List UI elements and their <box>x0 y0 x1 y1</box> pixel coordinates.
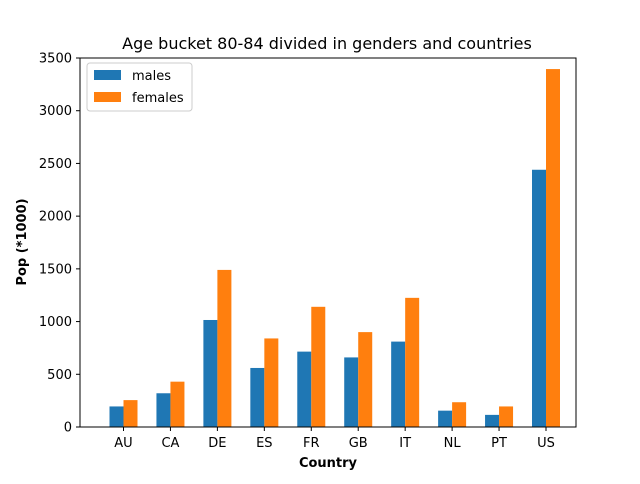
x-tick-label-nl: NL <box>444 436 462 451</box>
legend-swatch-males <box>94 70 121 80</box>
legend-swatch-females <box>94 92 121 102</box>
bar-males-it <box>391 341 406 427</box>
bar-males-de <box>203 319 218 427</box>
bar-males-gb <box>344 357 359 427</box>
y-tick-label: 1500 <box>39 262 72 277</box>
legend-label-males: males <box>132 69 171 84</box>
legend: males females <box>86 62 193 112</box>
bar-females-de <box>217 269 232 427</box>
bar-females-fr <box>311 306 326 427</box>
bar-males-fr <box>297 351 312 427</box>
bar-females-gb <box>358 332 373 427</box>
y-tick-label: 3500 <box>39 52 72 67</box>
bar-females-ca <box>170 381 185 427</box>
x-tick-label-ca: CA <box>161 436 179 451</box>
x-tick-label-de: DE <box>208 436 226 451</box>
bar-males-pt <box>485 414 500 427</box>
bar-females-es <box>264 338 279 427</box>
y-tick-label: 0 <box>64 421 72 436</box>
y-axis-ticks: 0 500 1000 1500 2000 2500 3000 3500 <box>39 52 80 436</box>
bar-females-nl <box>452 402 467 427</box>
x-tick-label-es: ES <box>256 436 272 451</box>
bar-females-pt <box>499 406 514 427</box>
y-tick-label: 500 <box>47 368 72 383</box>
bars-group <box>109 69 560 428</box>
y-tick-label: 1000 <box>39 315 72 330</box>
bar-males-ca <box>156 393 171 427</box>
x-tick-label-it: IT <box>399 436 411 451</box>
bar-males-au <box>109 406 124 427</box>
y-tick-label: 2000 <box>39 210 72 225</box>
y-tick-label: 3000 <box>39 104 72 119</box>
legend-label-females: females <box>132 91 184 106</box>
bar-males-nl <box>438 410 453 427</box>
x-tick-label-gb: GB <box>349 436 368 451</box>
y-axis-label: Pop (*1000) <box>15 198 30 285</box>
x-axis-ticks: AU CA DE ES FR GB IT NL PT US <box>114 427 555 451</box>
plot-frame <box>79 57 577 428</box>
chart-title: Age bucket 80-84 divided in genders and … <box>122 34 532 53</box>
bar-females-au <box>123 400 138 427</box>
x-tick-label-pt: PT <box>491 436 507 451</box>
bar-males-us <box>532 169 546 428</box>
bar-females-it <box>405 297 420 427</box>
x-tick-label-au: AU <box>114 436 132 451</box>
bar-females-us <box>546 69 560 427</box>
y-tick-label: 2500 <box>39 157 72 172</box>
bar-males-es <box>250 367 265 427</box>
x-tick-label-fr: FR <box>303 436 320 451</box>
x-axis-label: Country <box>299 456 358 471</box>
x-tick-label-us: US <box>537 436 555 451</box>
